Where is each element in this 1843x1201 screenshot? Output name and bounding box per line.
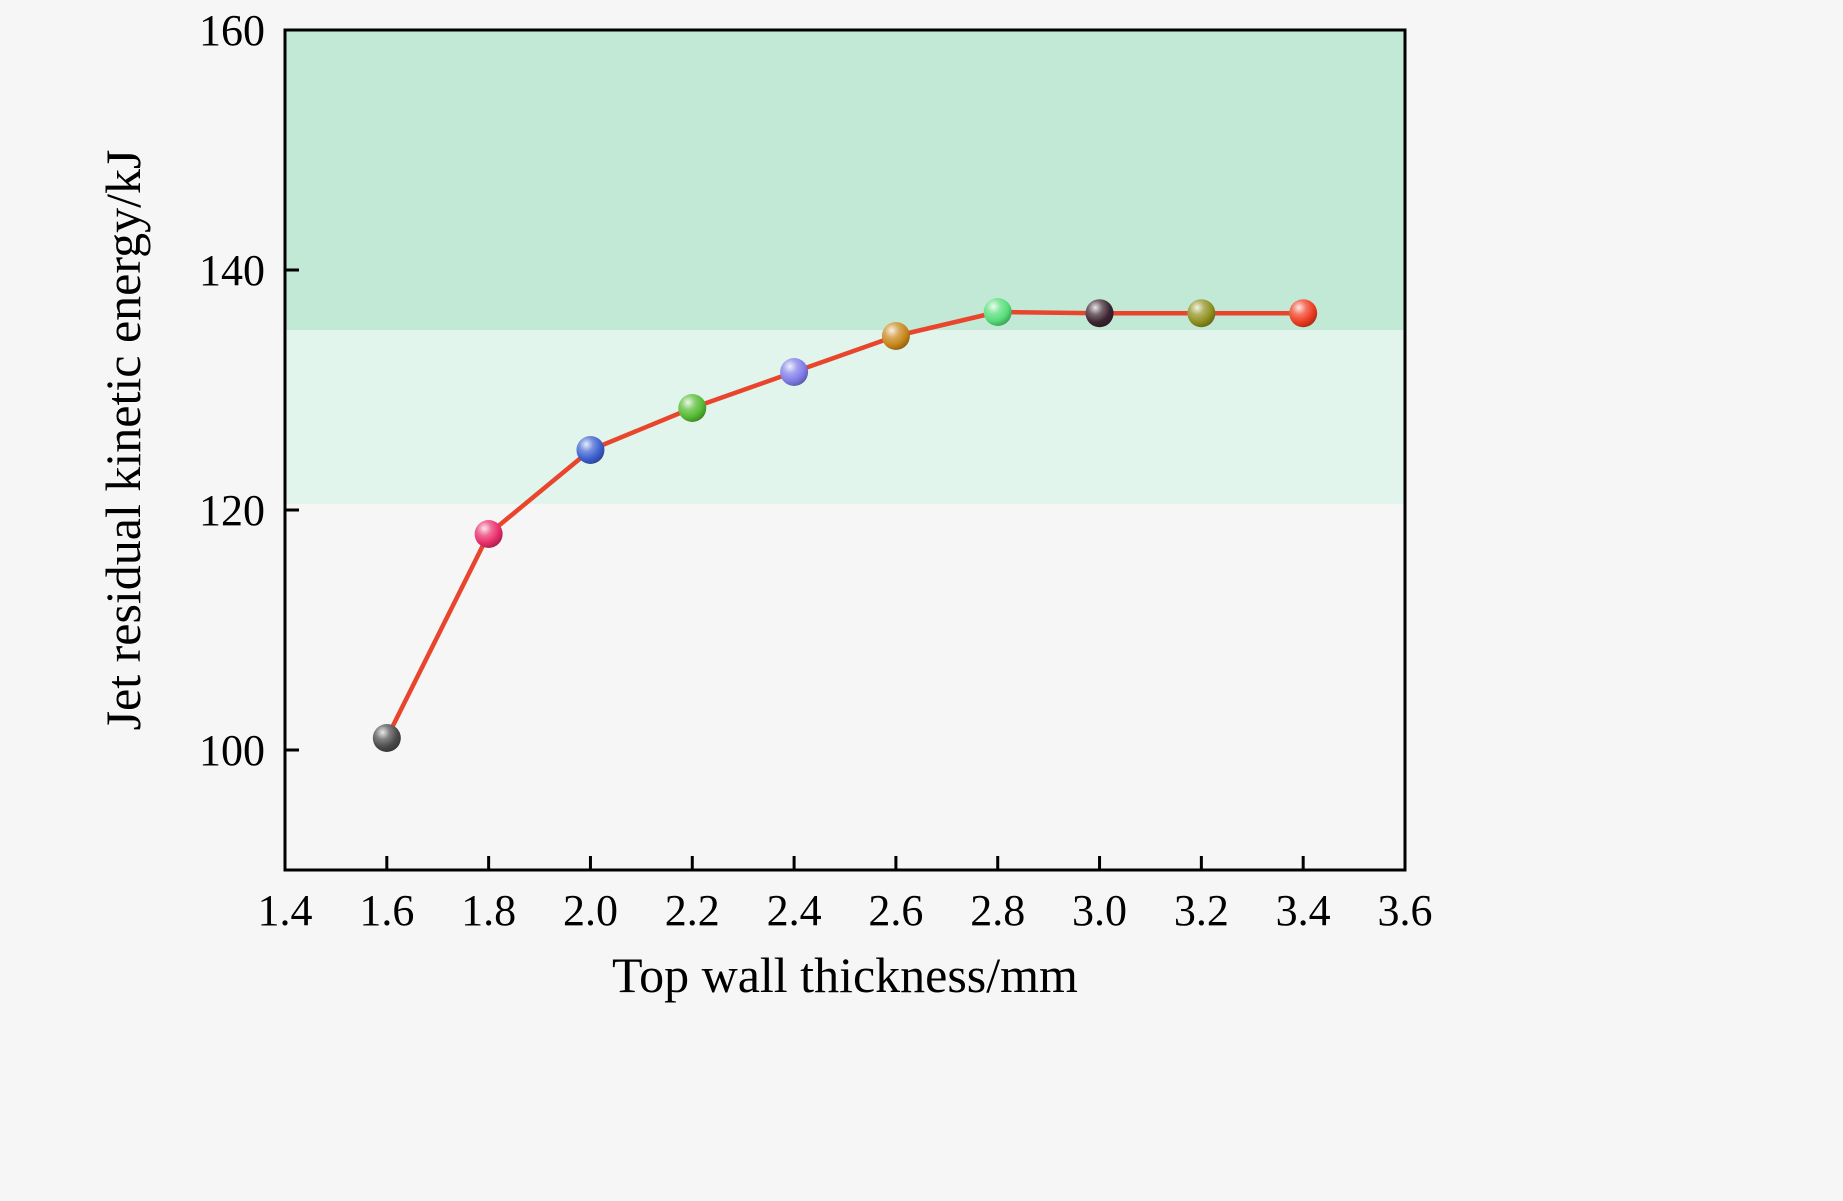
x-tick-label: 2.8 xyxy=(970,886,1025,935)
x-axis-ticks: 1.4 1.6 1.8 2.0 2.2 2.4 2.6 2.8 3.0 3.2 3.4 3.6 xyxy=(258,856,1433,935)
y-tick-label: 160 xyxy=(199,6,265,55)
series-polyline xyxy=(384,309,1306,741)
series-line xyxy=(384,309,1306,741)
x-tick-label: 3.6 xyxy=(1378,886,1433,935)
x-tick-label: 1.8 xyxy=(461,886,516,935)
data-point xyxy=(372,724,401,752)
data-point xyxy=(678,394,707,422)
data-point xyxy=(1085,299,1114,328)
plot-bands xyxy=(285,30,1405,504)
x-tick-label: 3.0 xyxy=(1072,886,1127,935)
plot-band xyxy=(285,330,1405,504)
data-point xyxy=(983,298,1012,326)
data-point xyxy=(576,436,605,464)
data-point xyxy=(1187,299,1216,328)
x-tick-label: 2.4 xyxy=(767,886,822,935)
x-tick-label: 2.2 xyxy=(665,886,720,935)
x-axis-title: Top wall thickness/mm xyxy=(612,947,1078,1003)
x-tick-label: 3.2 xyxy=(1174,886,1229,935)
x-tick-label: 3.4 xyxy=(1276,886,1331,935)
data-point xyxy=(1289,299,1318,328)
x-tick-label: 2.0 xyxy=(563,886,618,935)
data-point xyxy=(881,322,910,350)
x-tick-label: 2.6 xyxy=(868,886,923,935)
data-point xyxy=(780,358,809,386)
data-point xyxy=(474,520,503,548)
y-tick-label: 140 xyxy=(199,246,265,295)
y-tick-label: 120 xyxy=(199,486,265,535)
y-axis-ticks: 100 120 140 160 xyxy=(199,6,299,775)
plot-band xyxy=(285,30,1405,330)
y-tick-label: 100 xyxy=(199,726,265,775)
y-axis-title: Jet residual kinetic energy/kJ xyxy=(95,150,151,731)
plot-border xyxy=(283,28,1407,872)
data-points xyxy=(372,298,1318,752)
x-tick-label: 1.6 xyxy=(359,886,414,935)
x-tick-label: 1.4 xyxy=(258,886,313,935)
